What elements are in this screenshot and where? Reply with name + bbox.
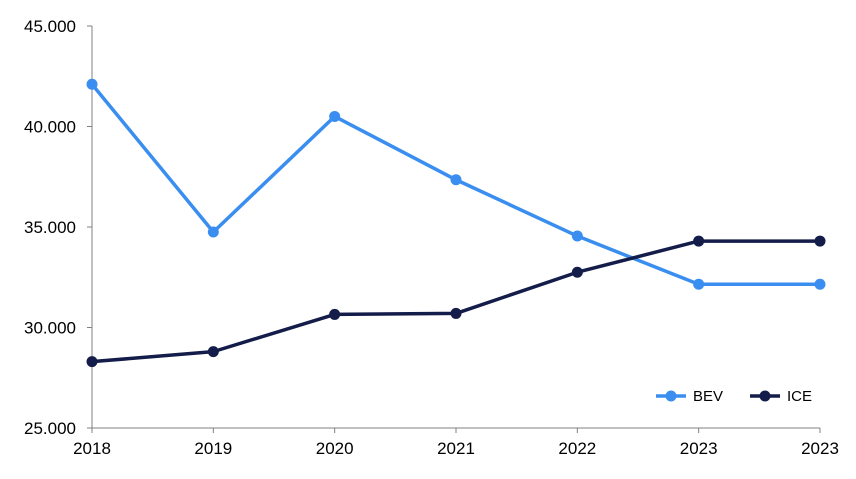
x-tick-label: 2023 — [801, 439, 839, 458]
x-tick-label: 2023 — [680, 439, 718, 458]
y-axis-ticks: 25.000 30.000 35.000 40.000 45.000 — [24, 17, 92, 438]
data-point-ice — [207, 346, 219, 358]
y-tick-label: 35.000 — [24, 218, 76, 237]
series-layer — [86, 78, 826, 368]
data-point-ice — [86, 356, 98, 368]
x-tick-label: 2020 — [316, 439, 354, 458]
y-tick-label: 30.000 — [24, 319, 76, 338]
axes — [91, 26, 820, 429]
legend-marker-ice — [759, 390, 771, 402]
data-point-bev — [329, 110, 341, 122]
x-tick-label: 2022 — [558, 439, 596, 458]
data-point-bev — [207, 226, 219, 238]
data-point-bev — [450, 174, 462, 186]
x-tick-label: 2018 — [73, 439, 111, 458]
data-point-bev — [86, 78, 98, 90]
y-tick-label: 45.000 — [24, 17, 76, 36]
x-tick-label: 2021 — [437, 439, 475, 458]
legend-label-ice: ICE — [787, 388, 812, 405]
y-tick-label: 40.000 — [24, 118, 76, 137]
data-point-ice — [814, 235, 826, 247]
series-line-ice — [91, 239, 820, 364]
legend: BEV ICE — [656, 388, 812, 405]
data-point-ice — [571, 266, 583, 278]
legend-marker-bev — [665, 390, 677, 402]
x-axis-ticks: 2018 2019 2020 2021 2022 2023 2023 — [73, 428, 839, 458]
data-point-ice — [450, 307, 462, 319]
data-point-bev — [571, 230, 583, 242]
legend-label-bev: BEV — [693, 388, 723, 405]
data-point-ice — [693, 235, 705, 247]
y-tick-label: 25.000 — [24, 419, 76, 438]
data-point-bev — [814, 278, 826, 290]
data-point-bev — [693, 278, 705, 290]
x-tick-label: 2019 — [194, 439, 232, 458]
data-point-ice — [329, 308, 341, 320]
